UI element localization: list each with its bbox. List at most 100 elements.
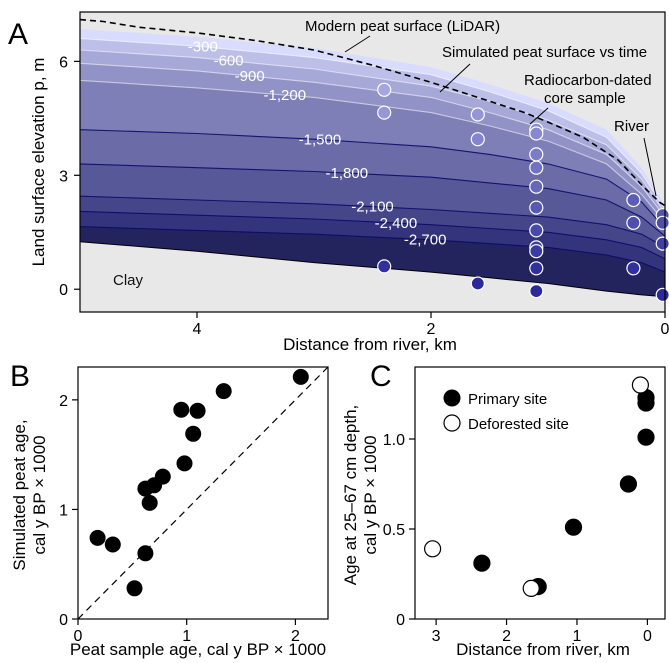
peat-basal-wedge [80, 226, 665, 297]
annotation-river: River [614, 118, 649, 135]
isochron-label: -1,500 [299, 132, 342, 149]
isochron-label: -1,800 [326, 165, 369, 182]
panel-b-ylabel-line1: Simulated peat age, [10, 419, 29, 570]
x-tick-label: 2 [291, 628, 300, 645]
primary-site-point [637, 428, 655, 446]
scatter-point [176, 455, 193, 472]
primary-site-point [619, 475, 638, 493]
deforested-site-point [424, 540, 442, 558]
panel-b-ylabel-line2: cal y BP × 1000 [30, 435, 49, 554]
y-tick-label: 0.5 [383, 522, 405, 539]
isochron-label: -600 [214, 53, 244, 70]
isochron-label: -2,400 [375, 215, 418, 232]
scatter-point [215, 383, 232, 400]
clay-region [80, 241, 665, 312]
panel-c-plot [424, 376, 655, 598]
isochron-label: -2,700 [404, 232, 447, 249]
panel-a-ylabel: Land surface elevation p, m [29, 58, 48, 267]
panel-c-ticks: 3 2 1 0 0 0.5 1.0 [383, 432, 652, 645]
isochron-label: -2,100 [351, 199, 394, 216]
x-tick-label: 4 [193, 321, 202, 338]
isochron-label: -900 [235, 68, 265, 85]
isochron-line [80, 49, 665, 214]
y-tick-label: 0 [396, 612, 405, 629]
core-sample-point [655, 287, 669, 302]
y-tick-label: 1.0 [383, 432, 405, 449]
panel-a-isochron-labels: -300-600-900 -1,200 -1,500 -1,800 -2,100-2,4… [188, 39, 447, 249]
isochron-line [80, 79, 665, 224]
isochron-label: -1,200 [264, 87, 307, 104]
y-tick-label: 3 [59, 168, 68, 185]
panel-b-letter: B [10, 360, 30, 393]
isochron-line [80, 226, 665, 273]
y-tick-label: 0 [59, 282, 68, 299]
scatter-point [154, 468, 171, 485]
scatter-point [185, 425, 202, 442]
scatter-point [173, 401, 190, 418]
isochron-line [80, 195, 665, 248]
annotation-river-pointer [643, 137, 657, 197]
panel-b: B 0 1 2 0 1 2 Peat sample age, cal y BP × 100… [10, 360, 329, 659]
core-sample-point [529, 160, 544, 175]
panel-c-xlabel: Distance from river, km [456, 640, 630, 659]
panel-c-ylabel-line2: cal y BP × 1000 [361, 435, 380, 554]
x-tick-label: 0 [643, 628, 652, 645]
panel-a: A -300-600-900-1,200-1,500-1,800-2,100-2… [8, 11, 669, 354]
core-sample-point [377, 259, 392, 274]
isochron-line [80, 163, 665, 237]
core-sample-point [377, 82, 392, 97]
annotation-simulated-pointer [439, 63, 471, 93]
x-tick-label: 1 [182, 628, 191, 645]
annotation-radiocarbon-pointer [529, 107, 549, 125]
core-sample-point [529, 261, 544, 276]
core-sample-point [626, 261, 641, 276]
y-tick-label: 0 [59, 612, 68, 629]
x-tick-label: 0 [661, 321, 669, 338]
legend-primary-label: Primary site [468, 391, 547, 408]
panel-b-xlabel: Peat sample age, cal y BP × 1000 [70, 640, 326, 659]
scatter-point [89, 529, 106, 546]
panel-a-letter: A [8, 18, 28, 51]
core-sample-point [470, 132, 485, 147]
core-sample-point [529, 200, 544, 215]
core-sample-point [626, 215, 641, 230]
panel-a-isochron-lines [80, 18, 665, 298]
legend-deforested-marker [443, 414, 461, 432]
panel-c-letter: C [370, 360, 392, 393]
scatter-point [292, 368, 309, 385]
scatter-point [189, 402, 206, 419]
annotation-lidar-pointer [344, 35, 371, 53]
scatter-point [126, 580, 143, 597]
core-sample-point [470, 276, 485, 291]
y-tick-label: 2 [59, 393, 68, 410]
annotation-radiocarbon-line1: Radiocarbon-dated [524, 72, 652, 89]
core-sample-point [529, 244, 544, 259]
x-tick-label: 2 [502, 628, 511, 645]
core-sample-point [529, 284, 544, 299]
scatter-point [137, 545, 154, 562]
clay-boundary-line [80, 241, 665, 298]
scatter-point [141, 494, 158, 511]
panel-b-frame [77, 366, 329, 620]
core-sample-point [529, 126, 544, 141]
deforested-site-point [631, 376, 650, 394]
isochron-line [80, 210, 665, 260]
primary-site-point [564, 518, 583, 536]
isochron-label: -300 [188, 39, 218, 56]
panel-b-ticks: 0 1 2 0 1 2 [59, 393, 300, 645]
primary-site-point [473, 554, 491, 572]
x-tick-label: 3 [432, 628, 441, 645]
panel-a-frame [79, 11, 666, 313]
panel-a-core-samples [377, 82, 669, 302]
annotation-simulated: Simulated peat surface vs time [442, 44, 647, 61]
x-tick-label: 2 [427, 321, 436, 338]
core-sample-point [626, 192, 641, 208]
panel-a-xlabel: Distance from river, km [283, 335, 457, 354]
panel-c: C 3 2 1 0 0 0.5 1.0 Distance from river, km Ag… [341, 360, 666, 659]
deforested-site-point [522, 579, 540, 598]
panel-b-plot [77, 366, 329, 620]
x-tick-label: 1 [573, 628, 582, 645]
core-sample-point [377, 105, 392, 120]
legend-deforested-label: Deforested site [468, 416, 569, 433]
